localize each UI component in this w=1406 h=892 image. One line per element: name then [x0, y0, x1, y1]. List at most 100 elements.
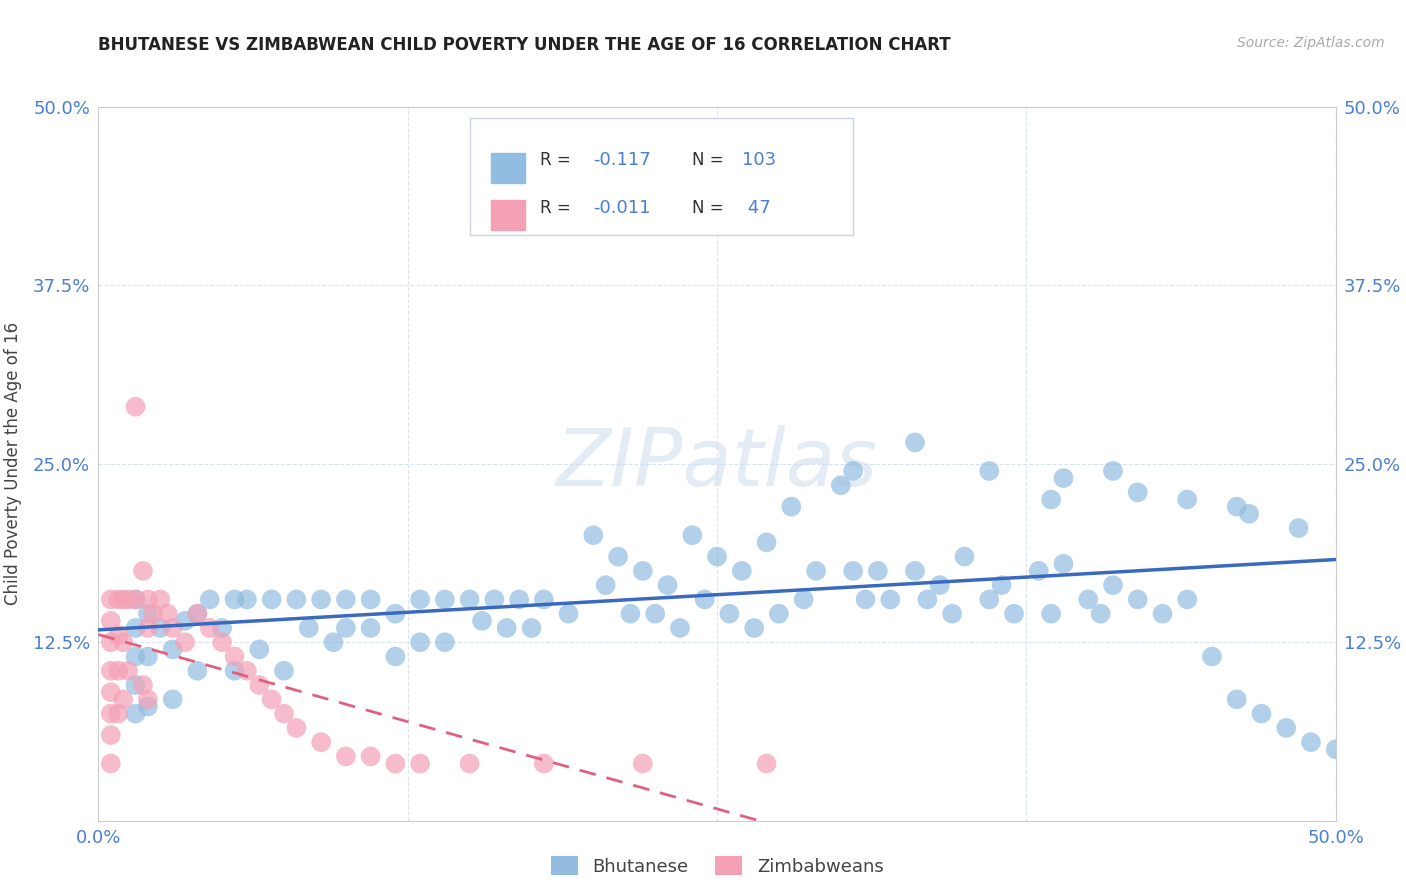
Point: [731, 564, 754, 578]
Point: [1299, 735, 1322, 749]
Point: [1175, 592, 1198, 607]
Text: BHUTANESE VS ZIMBABWEAN CHILD POVERTY UNDER THE AGE OF 16 CORRELATION CHART: BHUTANESE VS ZIMBABWEAN CHILD POVERTY UN…: [98, 36, 950, 54]
Point: [236, 664, 259, 678]
Point: [1126, 485, 1149, 500]
Point: [335, 621, 357, 635]
Point: [1052, 471, 1074, 485]
Point: [619, 607, 641, 621]
Point: [149, 621, 172, 635]
Point: [107, 706, 129, 721]
Point: [1237, 507, 1260, 521]
Point: [693, 592, 716, 607]
Text: R =: R =: [540, 199, 576, 217]
Point: [484, 592, 506, 607]
Point: [1288, 521, 1310, 535]
Point: [904, 435, 927, 450]
Point: [124, 400, 146, 414]
Point: [471, 614, 494, 628]
Point: [360, 749, 382, 764]
Point: [879, 592, 901, 607]
Point: [162, 692, 184, 706]
Point: [1002, 607, 1025, 621]
Point: [100, 706, 122, 721]
Point: [360, 621, 382, 635]
Point: [607, 549, 630, 564]
Point: [595, 578, 617, 592]
Point: [582, 528, 605, 542]
Point: [100, 592, 122, 607]
Point: [124, 621, 146, 635]
Point: [211, 635, 233, 649]
Point: [335, 592, 357, 607]
Point: [768, 607, 790, 621]
Bar: [491, 153, 526, 183]
Point: [100, 728, 122, 742]
Point: [273, 706, 295, 721]
Point: [1077, 592, 1099, 607]
Point: [136, 621, 159, 635]
Point: [742, 621, 765, 635]
Point: [117, 664, 139, 678]
Point: [384, 756, 406, 771]
Point: [495, 621, 517, 635]
Point: [533, 756, 555, 771]
Point: [1040, 607, 1063, 621]
Text: Source: ZipAtlas.com: Source: ZipAtlas.com: [1237, 36, 1385, 50]
Text: 103: 103: [742, 151, 776, 169]
Point: [1152, 607, 1174, 621]
Point: [174, 614, 197, 628]
Point: [1102, 578, 1125, 592]
Point: [100, 756, 122, 771]
Point: [360, 592, 382, 607]
Point: [107, 628, 129, 642]
Point: [162, 621, 184, 635]
Point: [1275, 721, 1298, 735]
Point: [162, 642, 184, 657]
Point: [631, 564, 654, 578]
Y-axis label: Child Poverty Under the Age of 16: Child Poverty Under the Age of 16: [4, 322, 21, 606]
Point: [904, 564, 927, 578]
Point: [124, 678, 146, 692]
Point: [990, 578, 1012, 592]
Point: [285, 721, 308, 735]
Point: [260, 692, 283, 706]
FancyBboxPatch shape: [470, 118, 853, 235]
Point: [1201, 649, 1223, 664]
Point: [149, 592, 172, 607]
Point: [136, 607, 159, 621]
Legend: Bhutanese, Zimbabweans: Bhutanese, Zimbabweans: [543, 849, 891, 883]
Point: [309, 735, 332, 749]
Point: [979, 592, 1001, 607]
Point: [142, 607, 165, 621]
Point: [557, 607, 579, 621]
Text: R =: R =: [540, 151, 576, 169]
Point: [117, 592, 139, 607]
Text: ZIPatlas: ZIPatlas: [555, 425, 879, 503]
Point: [156, 607, 179, 621]
Point: [1226, 500, 1249, 514]
Point: [755, 535, 778, 549]
Point: [247, 678, 270, 692]
Point: [409, 635, 432, 649]
Point: [409, 756, 432, 771]
Point: [100, 664, 122, 678]
Point: [100, 685, 122, 699]
Point: [273, 664, 295, 678]
Point: [458, 592, 481, 607]
Point: [508, 592, 530, 607]
Point: [644, 607, 666, 621]
Point: [1126, 592, 1149, 607]
Point: [842, 464, 865, 478]
Point: [941, 607, 963, 621]
Point: [520, 621, 543, 635]
Point: [533, 592, 555, 607]
Point: [830, 478, 852, 492]
Point: [1090, 607, 1112, 621]
Point: [706, 549, 728, 564]
Point: [1052, 557, 1074, 571]
Text: -0.117: -0.117: [593, 151, 651, 169]
Point: [112, 692, 135, 706]
Point: [132, 564, 155, 578]
Bar: [491, 201, 526, 230]
Text: 47: 47: [742, 199, 770, 217]
